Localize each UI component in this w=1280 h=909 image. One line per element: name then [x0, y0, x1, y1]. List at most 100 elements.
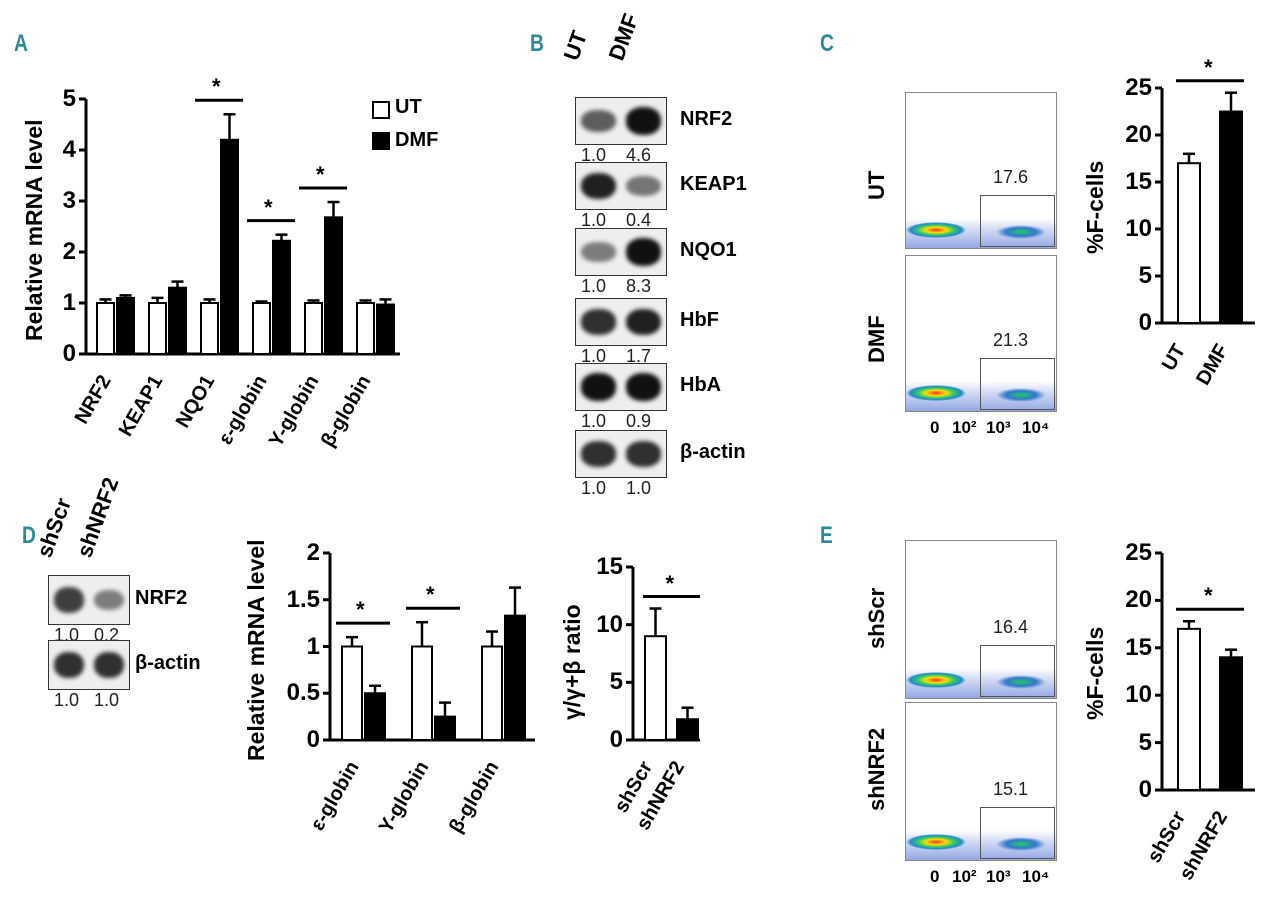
flow-plot — [905, 92, 1057, 249]
gate — [980, 195, 1055, 247]
quantification: 1.0 — [581, 411, 607, 431]
y-tick-label: 1 — [306, 632, 320, 660]
y-tick-label: 10 — [1125, 681, 1152, 709]
y-tick-label: 0 — [62, 340, 76, 367]
quantification: 1.0 — [54, 690, 80, 710]
quantification: 1.0 — [581, 276, 607, 296]
band — [581, 109, 616, 133]
significance-star: * — [264, 194, 273, 220]
y-tick-label: 2 — [306, 539, 320, 566]
y-tick-label: 10 — [1125, 215, 1152, 242]
bar — [304, 302, 323, 355]
flow-plot — [905, 255, 1057, 412]
y-tick-label: 0 — [609, 726, 623, 753]
panel-label-a: A — [14, 30, 28, 57]
blot-label: β-actin — [680, 441, 746, 463]
gate-percentage: 15.1 — [993, 779, 1029, 799]
band — [94, 589, 124, 611]
blot-hbf — [575, 298, 667, 346]
gate-percentage: 16.4 — [993, 617, 1029, 637]
gate-percentage: 17.6 — [993, 167, 1029, 187]
y-tick-label: 4 — [62, 136, 76, 163]
flow-axis-tick: 10³ — [986, 867, 1011, 886]
blot-label: HbA — [680, 374, 722, 396]
bar — [376, 303, 395, 355]
blot-hba — [575, 363, 667, 411]
bar — [96, 302, 115, 355]
y-tick-label: 15 — [1125, 633, 1152, 661]
band — [581, 309, 616, 335]
y-tick-label: 5 — [609, 668, 623, 696]
flow-axis-tick: 10² — [952, 867, 977, 886]
band — [626, 308, 661, 336]
blot-label: HbF — [680, 309, 719, 331]
y-tick-label: 15 — [596, 553, 623, 580]
band — [54, 651, 84, 679]
bar — [1177, 162, 1201, 324]
band — [626, 238, 661, 266]
y-tick-label: 0 — [1138, 776, 1152, 803]
bar — [676, 718, 699, 741]
band — [581, 242, 616, 262]
flow-axis-tick: 10³ — [986, 418, 1011, 437]
legend-label-dmf: DMF — [395, 129, 439, 151]
significance-star: * — [316, 162, 325, 188]
gate — [980, 807, 1055, 859]
blot-label: NQO1 — [680, 239, 737, 261]
bar — [1219, 110, 1243, 324]
y-tick-label: 1.5 — [286, 585, 320, 613]
blot-β-actin — [575, 430, 667, 478]
significance-star: * — [665, 570, 675, 596]
quantification: 1.7 — [626, 346, 652, 366]
bar — [252, 302, 271, 355]
y-axis-label: %F-cells — [1082, 160, 1108, 254]
y-axis-label: %F-cells — [1082, 626, 1108, 720]
quantification: 0.9 — [626, 411, 652, 431]
band — [626, 107, 661, 135]
blot-nrf2 — [575, 97, 667, 145]
y-tick-label: 20 — [1125, 586, 1152, 614]
bar — [644, 635, 667, 742]
significance-star: * — [1204, 54, 1213, 80]
y-tick-label: 3 — [62, 187, 76, 214]
flow-plot — [905, 702, 1057, 861]
flow-axis-tick: 10² — [952, 418, 977, 437]
bar — [148, 302, 167, 355]
y-tick-label: 5 — [1138, 728, 1152, 756]
significance-star: * — [356, 597, 365, 623]
flow-row-label: DMF — [864, 314, 889, 363]
y-tick-label: 0 — [306, 726, 320, 753]
bar — [356, 302, 375, 355]
quantification: 0.4 — [626, 210, 652, 230]
band — [581, 441, 616, 467]
y-axis-label: γ/γ+β ratio — [559, 603, 585, 720]
y-tick-label: 5 — [1138, 262, 1152, 289]
y-tick-label: 5 — [62, 85, 76, 112]
flow-row-label: UT — [864, 170, 889, 200]
bar — [341, 645, 363, 741]
blot-β-actin — [48, 640, 130, 690]
bar — [1219, 656, 1243, 792]
y-tick-label: 1 — [62, 289, 76, 316]
flow-axis-tick: 0 — [930, 867, 940, 886]
band — [626, 373, 661, 401]
gate — [980, 645, 1055, 697]
band — [626, 441, 661, 467]
quantification: 1.0 — [581, 346, 607, 366]
bar — [1177, 627, 1201, 792]
bar — [411, 645, 433, 741]
flow-axis-tick: 10⁴ — [1022, 867, 1050, 886]
y-axis-label: Relative mRNA level — [21, 118, 47, 341]
y-tick-label: 20 — [1125, 121, 1152, 148]
bar — [504, 614, 526, 742]
significance-star: * — [426, 582, 435, 608]
panel-label-c: C — [820, 30, 834, 57]
gate-percentage: 21.3 — [993, 330, 1029, 350]
legend-label-ut: UT — [395, 96, 422, 118]
quantification: 8.3 — [626, 276, 652, 296]
gate — [980, 358, 1055, 410]
quantification: 1.0 — [94, 690, 120, 710]
panel-label-d: D — [22, 522, 36, 549]
